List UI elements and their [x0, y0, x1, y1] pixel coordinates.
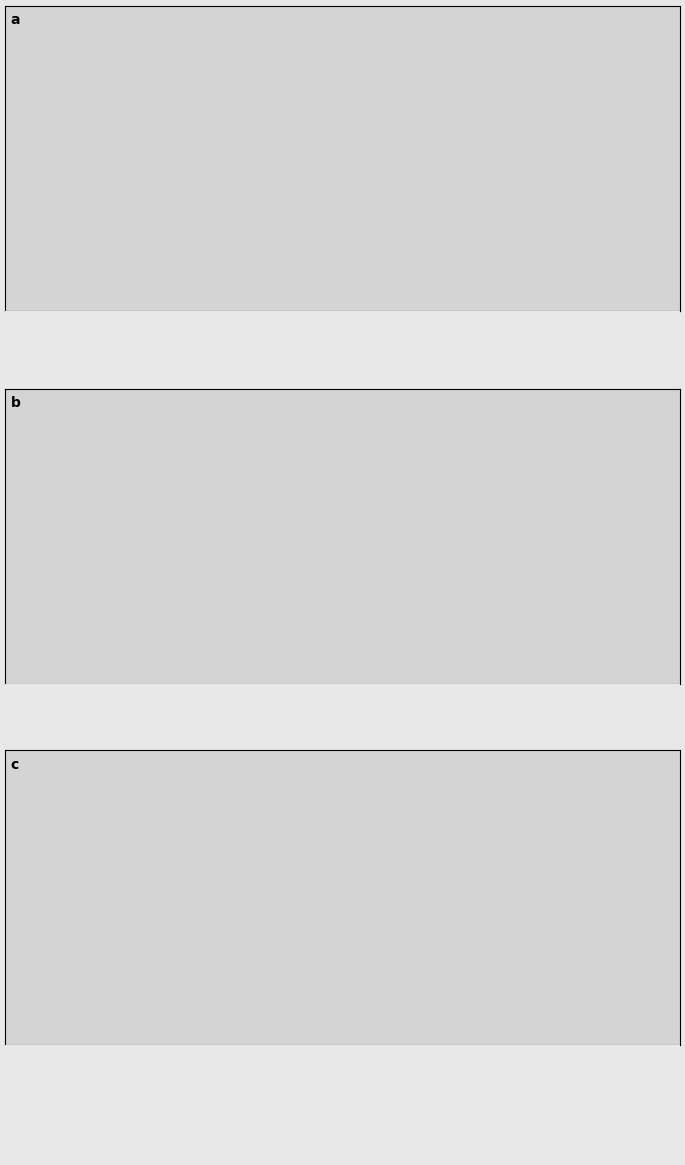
Text: a: a	[11, 14, 21, 28]
Text: c: c	[11, 757, 19, 771]
Text: b: b	[11, 396, 21, 410]
